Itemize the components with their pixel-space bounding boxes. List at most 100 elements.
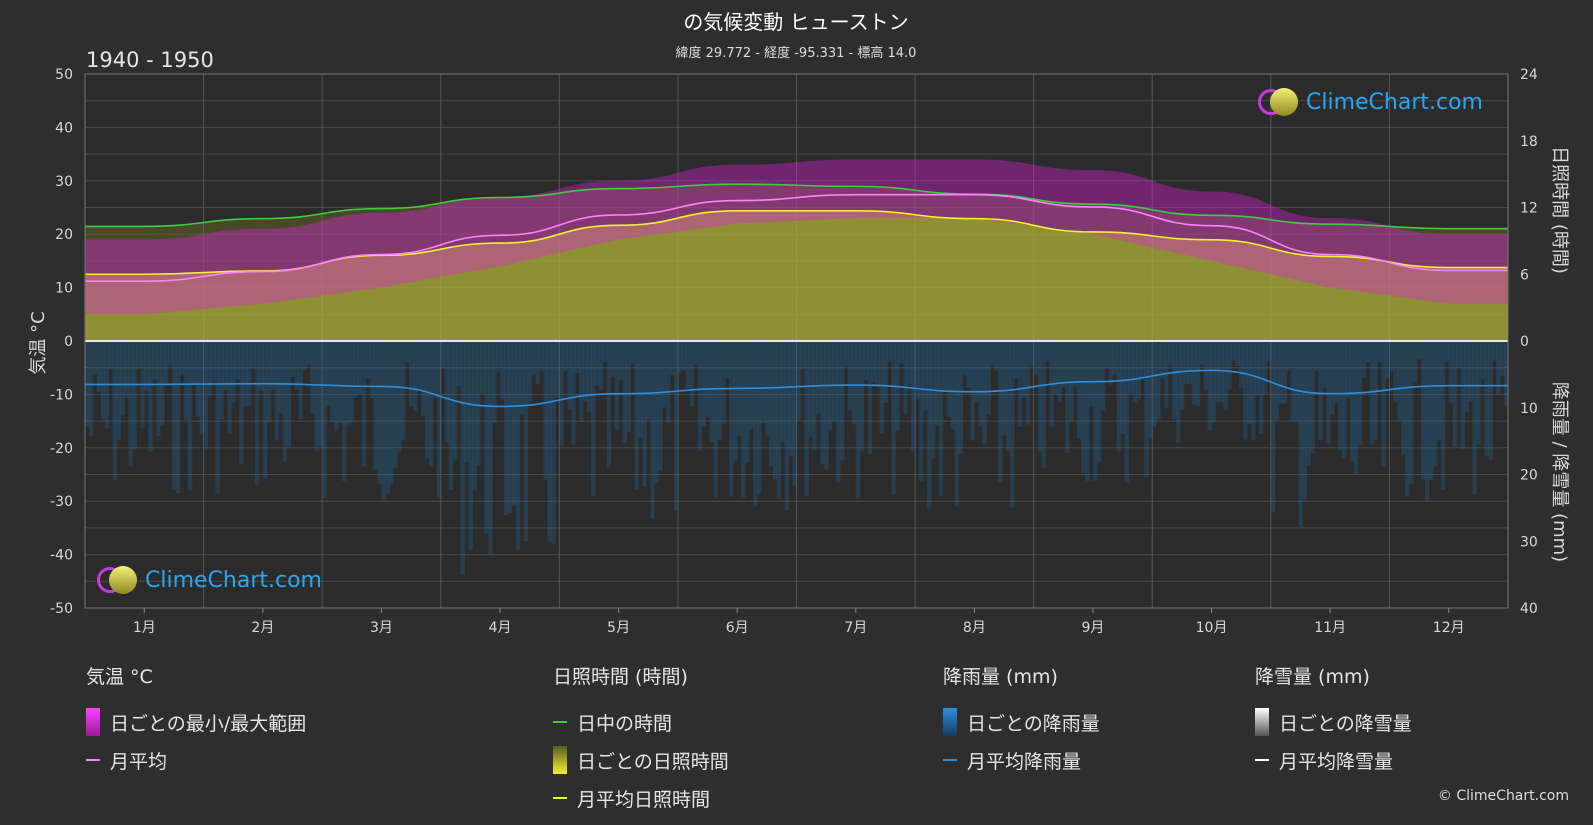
daily-rain-bar (946, 341, 952, 418)
daily-rain-bar (559, 341, 564, 446)
daily-rain-bar (1464, 341, 1469, 412)
period-label: 1940 - 1950 (86, 48, 214, 72)
daily-rain-bar (598, 341, 604, 390)
daily-rain-bar (1207, 341, 1213, 431)
daily-rain-bar (1306, 341, 1311, 466)
daily-rain-bar (1393, 341, 1398, 403)
daily-rain-bar (227, 341, 232, 433)
daily-rain-bar (654, 341, 659, 484)
daily-rain-bar (1144, 341, 1149, 478)
daily-rain-bar (626, 341, 631, 433)
daily-rain-bar (1053, 341, 1058, 394)
daily-rain-bar (373, 341, 379, 471)
month-label: 3月 (370, 620, 393, 636)
daily-rain-bar (1227, 341, 1232, 389)
chart-title: の気候変動 ヒューストン (683, 10, 908, 34)
daily-rain-bar (1112, 341, 1118, 375)
daily-rain-bar (1302, 341, 1307, 500)
daily-rain-bar (1247, 341, 1252, 424)
temp-tick-label: 10 (55, 281, 73, 297)
daily-rain-bar (1405, 341, 1410, 497)
daily-rain-bar (571, 341, 576, 445)
daily-rain-bar (1262, 341, 1268, 395)
daily-rain-bar (563, 341, 568, 371)
daily-rain-bar (156, 341, 161, 437)
daily-rain-bar (341, 341, 347, 481)
rain-avg-swatch (943, 759, 957, 761)
plot-area: 50 40 30 20 10 0 -10 -20 -30 -40 -50 24 18 12 6 0 10 20 30… (50, 67, 1538, 636)
daily-rain-bar (1069, 341, 1074, 422)
daily-rain-bar (733, 341, 738, 461)
snow-avg-swatch (1255, 759, 1269, 761)
daily-rain-bar (1314, 341, 1319, 371)
daily-rain-bar (1045, 341, 1050, 362)
daily-rain-bar (417, 341, 422, 391)
daily-rain-bar (203, 341, 209, 450)
daily-rain-bar (243, 341, 248, 407)
daily-rain-bar (274, 341, 280, 441)
daily-rain-bar (132, 341, 137, 450)
temp-avg-line (85, 193, 1508, 282)
logo-top[interactable]: ClimeChart.com (1258, 88, 1483, 116)
daily-rain-bar (1290, 341, 1296, 422)
daily-rain-bar (369, 341, 375, 399)
daily-rain-bar (266, 341, 272, 423)
daily-rain-bar (776, 341, 782, 499)
daily-rain-bar (326, 341, 331, 407)
daily-rain-bar (1096, 341, 1102, 462)
daily-rain-bar (1421, 341, 1426, 480)
daily-rain-bar (199, 341, 205, 435)
daily-rain-bar (302, 341, 307, 371)
daily-rain-bar (223, 341, 228, 390)
daily-rain-bar (409, 341, 414, 407)
daily-rain-bar (677, 341, 683, 373)
daily-rain-bar (1191, 341, 1197, 406)
sunshine-avg-swatch (553, 797, 567, 799)
daily-rain-bar (1500, 341, 1505, 377)
daily-rain-bar (673, 341, 679, 511)
daily-rain-bar (796, 341, 801, 421)
daily-rain-bar (1195, 341, 1201, 407)
daily-rain-bar (1341, 341, 1347, 459)
daily-rain-bar (1484, 341, 1489, 457)
legend-rain-avg: 月平均降雨量 (943, 741, 1100, 779)
daily-rain-bar (701, 341, 707, 427)
daily-rain-bar (978, 341, 983, 427)
daily-rain-bar (539, 341, 545, 372)
daily-rain-bar (863, 341, 869, 381)
daily-rain-bar (136, 341, 141, 369)
daily-rain-bar (614, 341, 620, 431)
legend-rain: 降雨量 (mm) 日ごとの降雨量 月平均降雨量 (943, 662, 1100, 779)
daily-rain-bar (1029, 341, 1035, 367)
daily-rain-bar (867, 341, 873, 455)
daily-rain-bar (365, 341, 371, 379)
daily-rain-bar (424, 341, 430, 459)
daily-rain-bar (579, 341, 584, 423)
daily-rain-bar (638, 341, 643, 439)
daily-rain-bar (211, 341, 216, 382)
month-label: 4月 (489, 620, 512, 636)
daily-rain-bar (258, 341, 264, 391)
daily-rain-bar (464, 341, 469, 463)
logo-bottom[interactable]: ClimeChart.com (97, 566, 322, 594)
daily-rain-bar (1160, 341, 1165, 379)
month-label: 10月 (1196, 620, 1228, 636)
daily-rain-bar (310, 341, 315, 415)
daily-rain-bar (1476, 341, 1481, 445)
daily-rain-bar (1488, 341, 1493, 461)
daily-rain-bar (1128, 341, 1133, 394)
daily-rain-bar (930, 341, 936, 459)
daily-rain-bar (496, 341, 501, 373)
daily-rain-bar (1361, 341, 1367, 378)
daily-rain-bar (934, 341, 940, 426)
daily-rain-bar (1013, 341, 1019, 379)
daily-rain-bar (1215, 341, 1220, 403)
chart-subtitle: 緯度 29.772 - 経度 -95.331 - 標高 14.0 (676, 45, 917, 61)
legend-sunshine-avg: 月平均日照時間 (553, 779, 729, 817)
daily-rain-bar (1061, 341, 1066, 388)
sunshine-tick-label: 18 (1520, 134, 1538, 150)
daily-rain-bar (1005, 341, 1011, 452)
daily-rain-bar (998, 341, 1003, 482)
daily-rain-bar (784, 341, 790, 511)
